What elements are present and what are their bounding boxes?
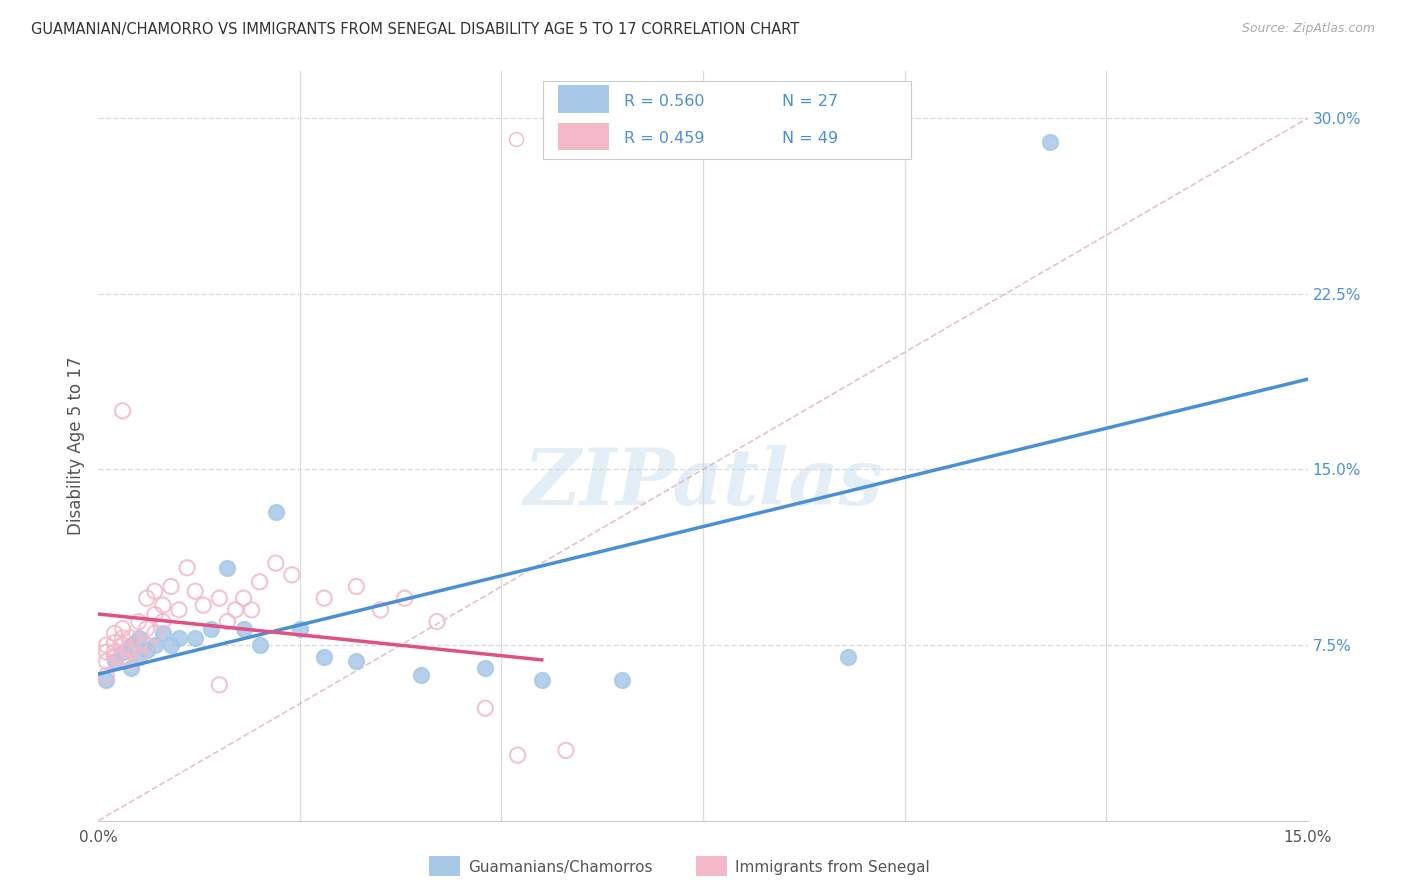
Point — [474, 661, 496, 675]
Point — [394, 591, 416, 606]
Point — [193, 599, 215, 613]
Point — [344, 655, 367, 669]
Point — [103, 635, 125, 649]
Text: R = 0.459: R = 0.459 — [624, 131, 704, 146]
Point — [249, 574, 271, 589]
Point — [409, 668, 432, 682]
Point — [208, 678, 231, 692]
Point — [152, 599, 174, 613]
Text: Guamanians/Chamorros: Guamanians/Chamorros — [468, 860, 652, 874]
Text: GUAMANIAN/CHAMORRO VS IMMIGRANTS FROM SENEGAL DISABILITY AGE 5 TO 17 CORRELATION: GUAMANIAN/CHAMORRO VS IMMIGRANTS FROM SE… — [31, 22, 799, 37]
Point — [128, 649, 150, 664]
Point — [128, 649, 150, 664]
Text: N = 27: N = 27 — [782, 94, 838, 109]
FancyBboxPatch shape — [543, 81, 911, 159]
Point — [128, 615, 150, 629]
Point — [135, 642, 157, 657]
Point — [120, 631, 142, 645]
Point — [232, 622, 254, 636]
Point — [152, 615, 174, 629]
Y-axis label: Disability Age 5 to 17: Disability Age 5 to 17 — [66, 357, 84, 535]
Point — [135, 638, 157, 652]
Text: Immigrants from Senegal: Immigrants from Senegal — [735, 860, 931, 874]
Point — [281, 567, 304, 582]
Point — [111, 645, 134, 659]
Point — [103, 649, 125, 664]
Point — [474, 701, 496, 715]
Point — [135, 591, 157, 606]
Text: ZIPatlas: ZIPatlas — [523, 445, 883, 522]
Point — [1039, 135, 1062, 149]
Point — [314, 649, 336, 664]
Point — [837, 649, 859, 664]
Point — [143, 638, 166, 652]
FancyBboxPatch shape — [558, 86, 609, 112]
Point — [612, 673, 634, 688]
Point — [344, 580, 367, 594]
Point — [240, 603, 263, 617]
Point — [111, 638, 134, 652]
Point — [120, 642, 142, 657]
Point — [120, 655, 142, 669]
Point — [217, 561, 239, 575]
Point — [96, 638, 118, 652]
Point — [506, 747, 529, 762]
Point — [111, 649, 134, 664]
Point — [103, 645, 125, 659]
Point — [167, 603, 190, 617]
Point — [314, 591, 336, 606]
Point — [167, 631, 190, 645]
Point — [111, 404, 134, 418]
Point — [135, 622, 157, 636]
Text: N = 49: N = 49 — [782, 131, 838, 146]
Point — [143, 584, 166, 599]
Point — [264, 556, 287, 570]
Text: Source: ZipAtlas.com: Source: ZipAtlas.com — [1241, 22, 1375, 36]
Point — [530, 673, 553, 688]
Point — [96, 655, 118, 669]
Point — [103, 626, 125, 640]
Point — [103, 655, 125, 669]
Point — [184, 584, 207, 599]
Point — [249, 638, 271, 652]
Point — [128, 638, 150, 652]
Point — [208, 591, 231, 606]
Point — [200, 622, 222, 636]
Point — [232, 591, 254, 606]
Point — [120, 661, 142, 675]
Point — [160, 580, 183, 594]
Point — [96, 668, 118, 682]
Point — [143, 607, 166, 622]
Point — [111, 622, 134, 636]
Point — [160, 638, 183, 652]
Point — [264, 505, 287, 519]
Point — [217, 615, 239, 629]
Point — [224, 603, 246, 617]
Point — [370, 603, 392, 617]
Point — [96, 645, 118, 659]
Point — [152, 626, 174, 640]
Point — [128, 631, 150, 645]
FancyBboxPatch shape — [558, 123, 609, 150]
Point — [555, 743, 578, 757]
Point — [176, 561, 198, 575]
Point — [184, 631, 207, 645]
Point — [426, 615, 449, 629]
Text: R = 0.560: R = 0.560 — [624, 94, 704, 109]
Point — [96, 673, 118, 688]
Point — [111, 631, 134, 645]
Point — [288, 622, 311, 636]
Point — [143, 626, 166, 640]
Point — [120, 638, 142, 652]
